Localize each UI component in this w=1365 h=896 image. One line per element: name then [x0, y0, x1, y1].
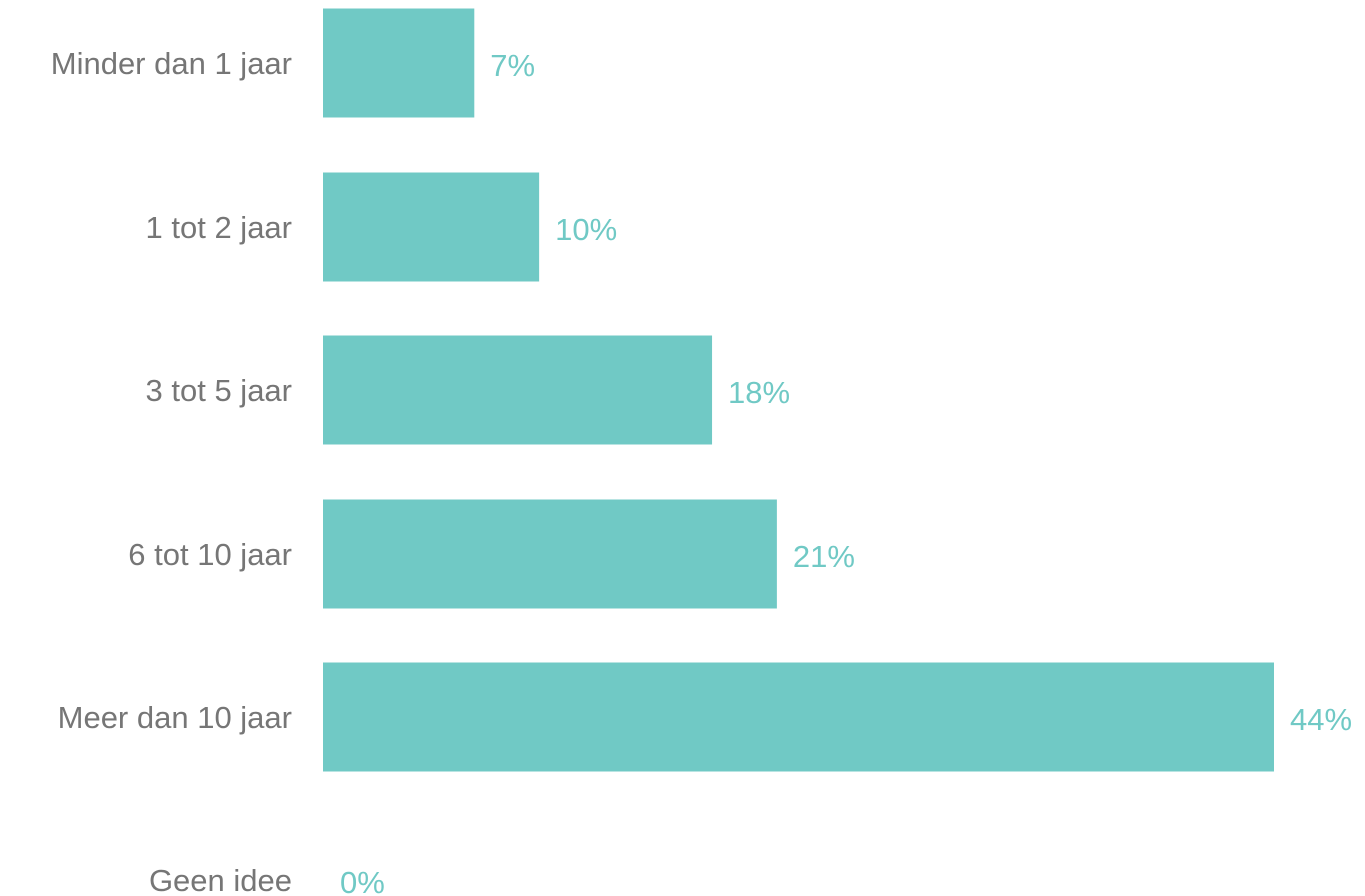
category-label-meer-dan-10-jaar: Meer dan 10 jaar [58, 700, 292, 735]
category-label-6-tot-10-jaar: 6 tot 10 jaar [128, 537, 292, 572]
bar-1-tot-2-jaar [323, 172, 540, 282]
value-label-3-tot-5-jaar: 18% [728, 375, 790, 410]
value-label-1-tot-2-jaar: 10% [555, 212, 617, 247]
value-label-6-tot-10-jaar: 21% [793, 539, 855, 574]
bar-3-tot-5-jaar [323, 335, 713, 445]
value-label-geen-idee: 0% [340, 865, 385, 896]
value-label-meer-dan-10-jaar: 44% [1290, 702, 1352, 737]
category-label-minder-dan-1-jaar: Minder dan 1 jaar [51, 46, 292, 81]
bar-meer-dan-10-jaar [323, 662, 1274, 772]
category-label-1-tot-2-jaar: 1 tot 2 jaar [146, 210, 292, 245]
bar-6-tot-10-jaar [323, 499, 777, 609]
category-label-geen-idee: Geen idee [149, 863, 292, 896]
value-label-minder-dan-1-jaar: 7% [490, 48, 535, 83]
bar-minder-dan-1-jaar [323, 8, 475, 118]
category-label-3-tot-5-jaar: 3 tot 5 jaar [146, 373, 292, 408]
